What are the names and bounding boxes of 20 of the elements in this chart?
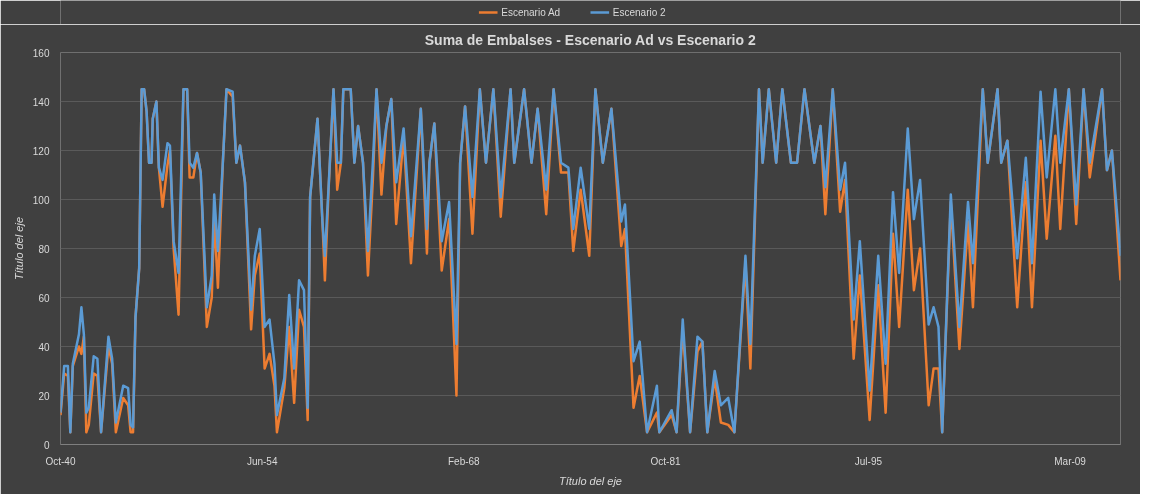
y-tick-label: 0 [43, 439, 50, 451]
y-tick-label: 40 [38, 341, 50, 353]
y-tick-label: 100 [32, 194, 50, 206]
x-tick-label: Jul-95 [854, 455, 883, 467]
y-tick-label: 140 [32, 96, 50, 108]
x-tick-label: Oct-81 [650, 455, 681, 467]
x-tick-label: Feb-68 [448, 455, 481, 467]
chart-title: Suma de Embalses - Escenario Ad vs Escenario 2 [424, 31, 756, 48]
legend-label: Escenario Ad [501, 7, 561, 18]
x-tick-label: Mar-09 [1054, 455, 1087, 467]
x-axis-title: Título del eje [559, 474, 622, 487]
y-tick-label: 80 [38, 243, 50, 255]
x-tick-label: Oct-40 [45, 455, 76, 467]
y-tick-label: 120 [32, 145, 50, 157]
y-tick-label: 60 [38, 292, 50, 304]
y-axis-title: Título del eje [12, 217, 25, 280]
x-tick-label: Jun-54 [246, 455, 278, 467]
y-tick-label: 160 [32, 47, 50, 59]
legend-label: Escenario 2 [612, 7, 667, 18]
y-tick-label: 20 [38, 390, 50, 402]
